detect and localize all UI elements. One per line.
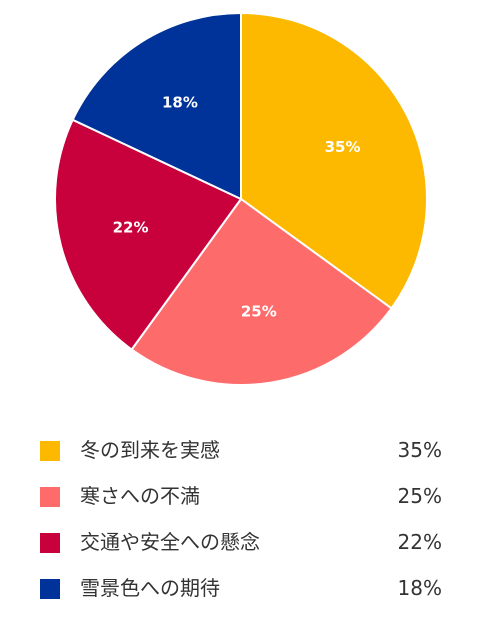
legend-label: 交通や安全への懸念	[80, 530, 260, 554]
pie-slice-label: 18%	[162, 94, 198, 112]
pie-chart: 35% 25% 22% 18%	[54, 12, 428, 386]
pie-slice-label: 22%	[113, 218, 149, 236]
pie-slice-label: 25%	[241, 303, 277, 321]
legend-item: 雪景色への期待 18%	[40, 566, 450, 612]
legend: 冬の到来を実感 35% 寒さへの不満 25% 交通や安全への懸念 22% 雪景色…	[40, 428, 450, 612]
legend-label: 雪景色への期待	[80, 576, 220, 600]
legend-label: 冬の到来を実感	[80, 438, 220, 462]
legend-value: 35%	[397, 438, 442, 462]
legend-item: 冬の到来を実感 35%	[40, 428, 450, 474]
legend-swatch	[40, 441, 60, 461]
legend-value: 25%	[397, 484, 442, 508]
pie-slice-label: 35%	[325, 138, 361, 156]
legend-swatch	[40, 579, 60, 599]
pie-slice	[130, 198, 393, 386]
legend-swatch	[40, 487, 60, 507]
legend-label: 寒さへの不満	[80, 484, 200, 508]
pie-slices	[54, 12, 428, 386]
legend-item: 交通や安全への懸念 22%	[40, 520, 450, 566]
legend-item: 寒さへの不満 25%	[40, 474, 450, 520]
legend-value: 18%	[397, 576, 442, 600]
pie-slice	[240, 12, 428, 310]
legend-value: 22%	[397, 530, 442, 554]
legend-swatch	[40, 533, 60, 553]
pie-labels: 35% 25% 22% 18%	[113, 94, 361, 321]
pie-slice	[71, 12, 242, 200]
